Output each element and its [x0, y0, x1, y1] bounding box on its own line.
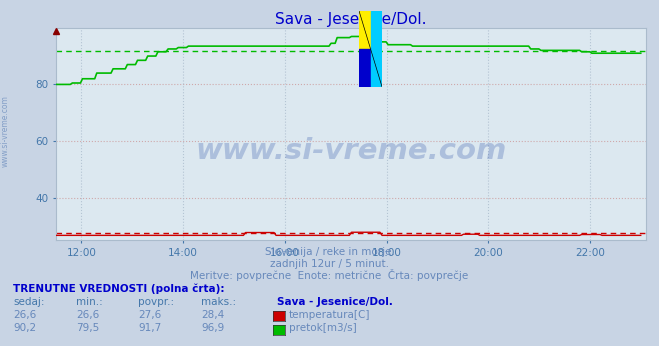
Text: Sava - Jesenice/Dol.: Sava - Jesenice/Dol.	[277, 297, 393, 307]
Bar	[359, 11, 370, 49]
Text: 28,4: 28,4	[201, 310, 224, 320]
Bar	[370, 49, 382, 87]
Bar	[359, 49, 370, 87]
Text: 96,9: 96,9	[201, 324, 224, 334]
Text: sedaj:: sedaj:	[13, 297, 45, 307]
Text: 79,5: 79,5	[76, 324, 99, 334]
Bar	[370, 11, 382, 49]
Text: 26,6: 26,6	[76, 310, 99, 320]
Text: Slovenija / reke in morje.: Slovenija / reke in morje.	[264, 247, 395, 257]
Text: 90,2: 90,2	[13, 324, 36, 334]
Text: min.:: min.:	[76, 297, 103, 307]
Text: www.si-vreme.com: www.si-vreme.com	[195, 137, 507, 165]
Text: TRENUTNE VREDNOSTI (polna črta):: TRENUTNE VREDNOSTI (polna črta):	[13, 284, 225, 294]
Text: zadnjih 12ur / 5 minut.: zadnjih 12ur / 5 minut.	[270, 259, 389, 269]
Text: maks.:: maks.:	[201, 297, 236, 307]
Text: 91,7: 91,7	[138, 324, 161, 334]
Text: povpr.:: povpr.:	[138, 297, 175, 307]
Text: pretok[m3/s]: pretok[m3/s]	[289, 324, 357, 334]
Text: www.si-vreme.com: www.si-vreme.com	[1, 95, 10, 167]
Text: temperatura[C]: temperatura[C]	[289, 310, 370, 320]
Title: Sava - Jesenice/Dol.: Sava - Jesenice/Dol.	[275, 11, 426, 27]
Text: Meritve: povprečne  Enote: metrične  Črta: povprečje: Meritve: povprečne Enote: metrične Črta:…	[190, 269, 469, 281]
Text: 26,6: 26,6	[13, 310, 36, 320]
Text: 27,6: 27,6	[138, 310, 161, 320]
